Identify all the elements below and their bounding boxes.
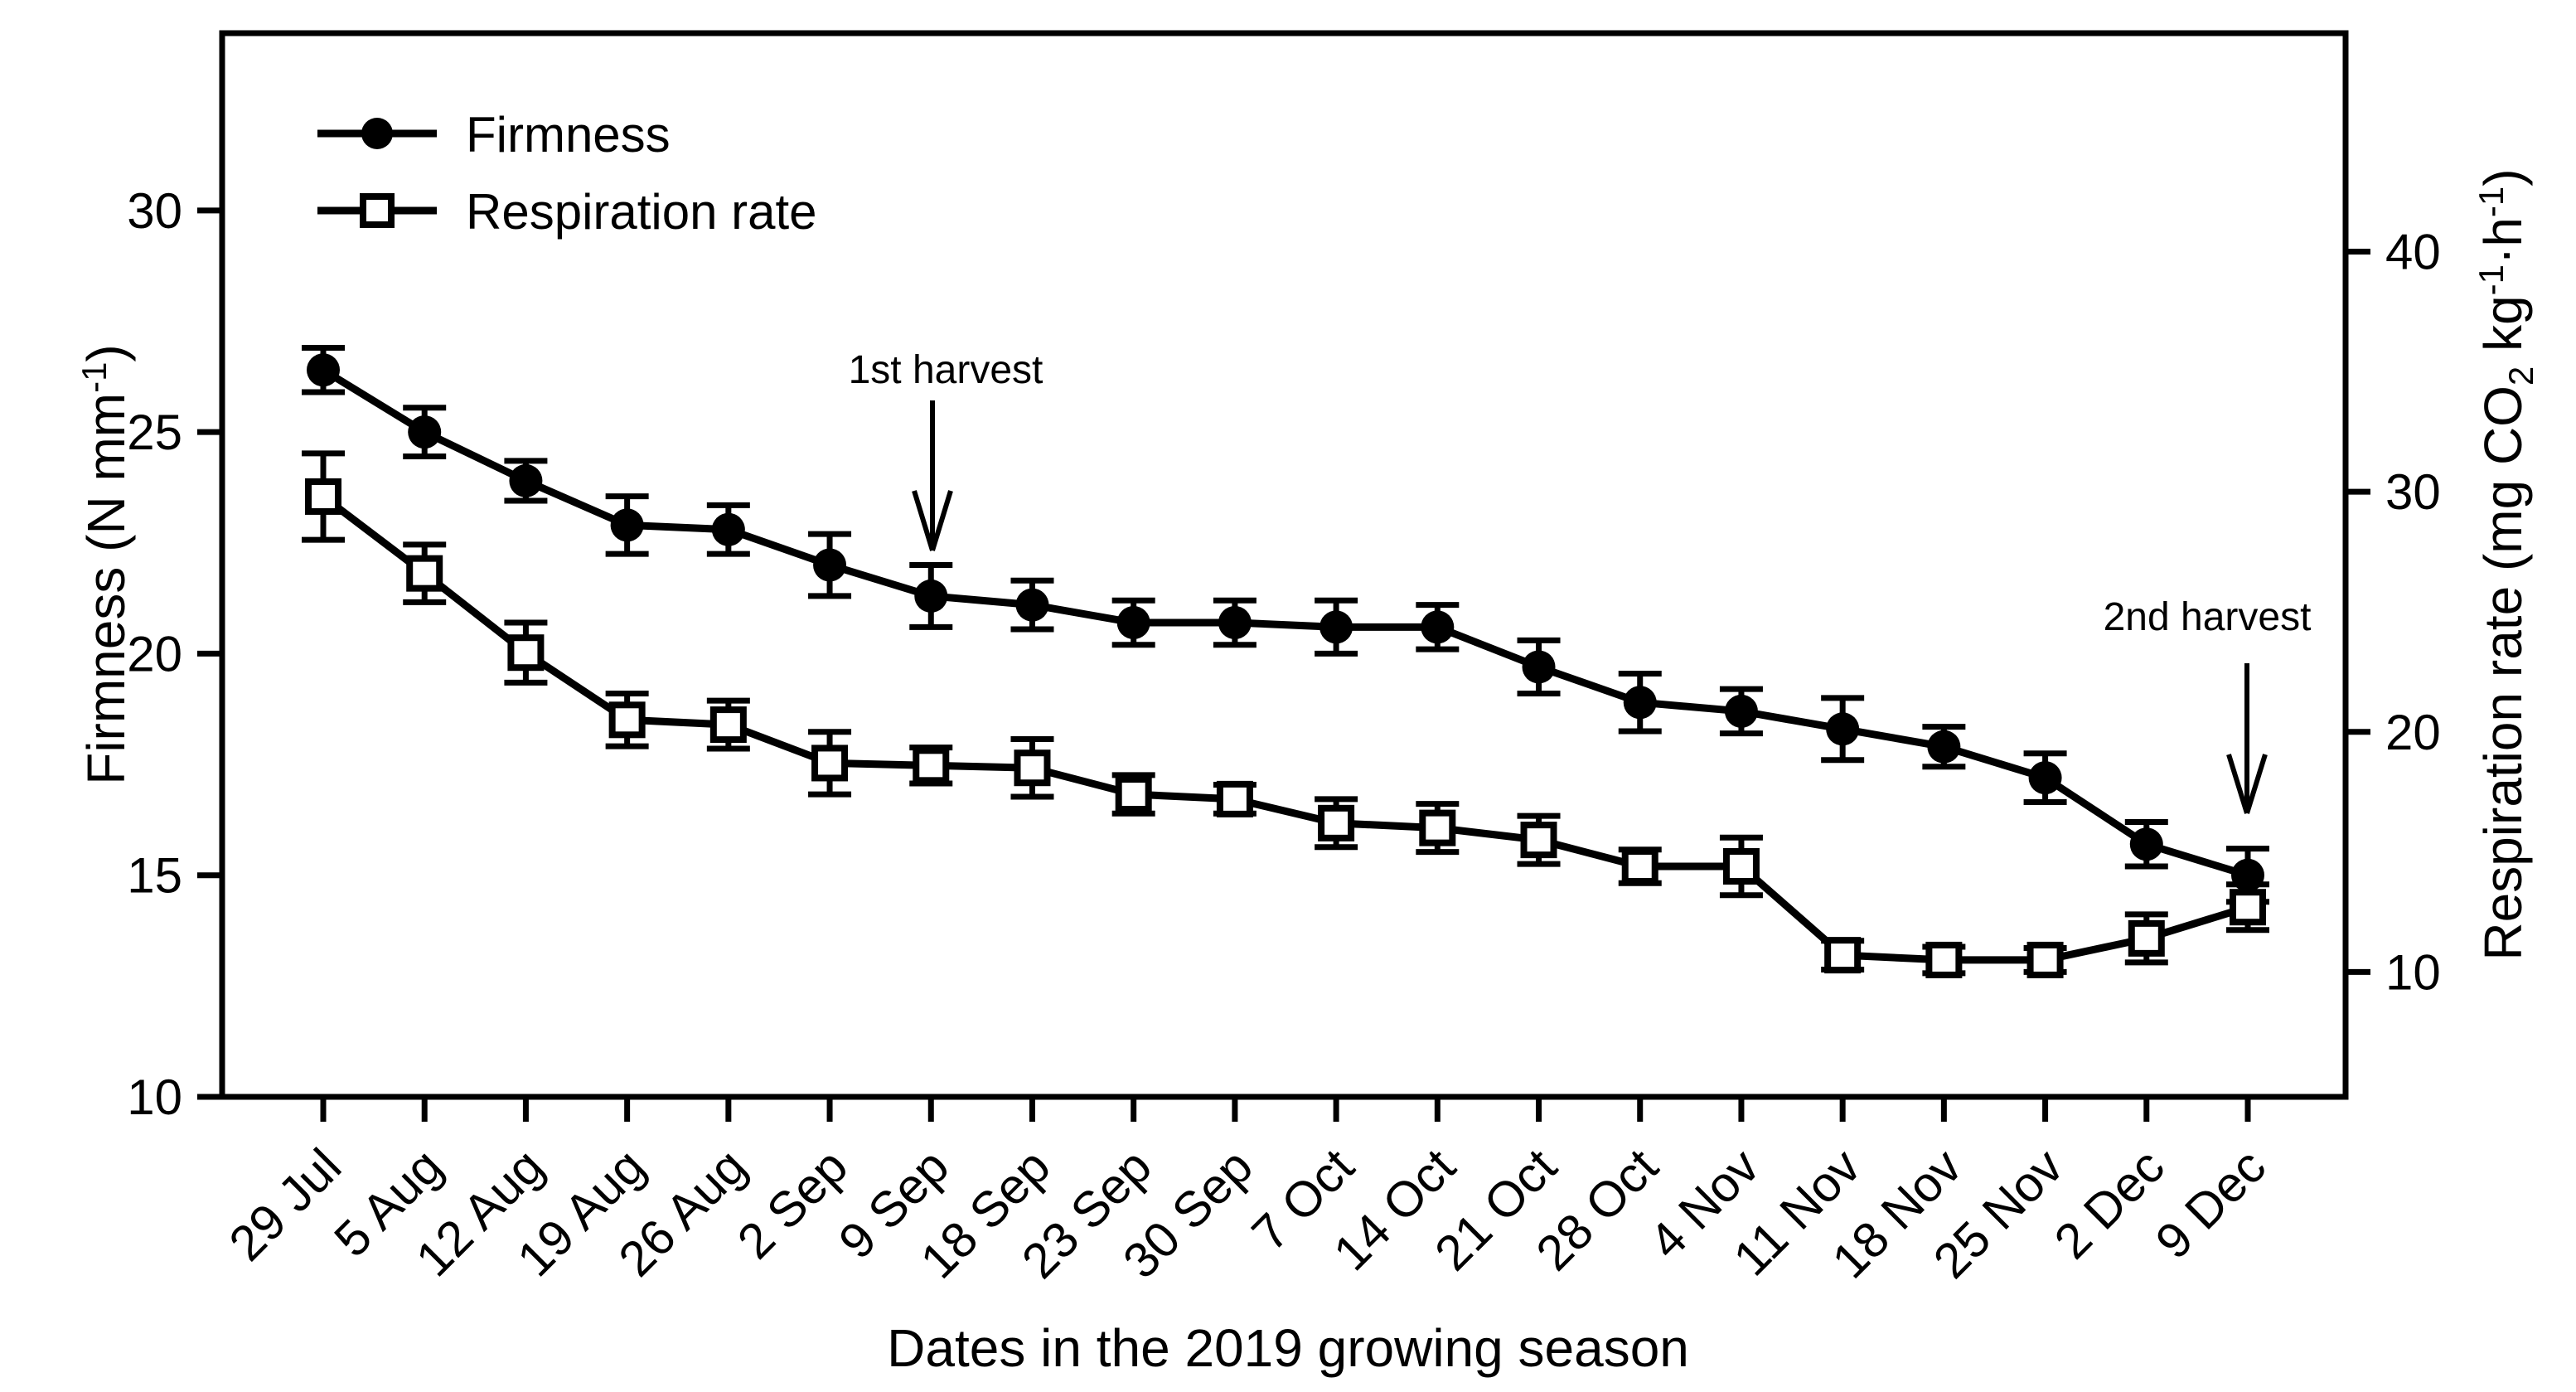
down-arrow-icon [2226, 663, 2268, 814]
data-point-circle [1623, 686, 1657, 720]
open-square-icon [360, 193, 395, 228]
x-axis-title: Dates in the 2019 growing season [887, 1318, 1689, 1378]
data-point-circle [610, 508, 644, 542]
data-point-square [1925, 941, 1963, 978]
left-tick-label: 20 [127, 626, 182, 681]
left-tick-label: 25 [127, 405, 182, 460]
data-point-square [1520, 822, 1557, 859]
data-point-circle [914, 579, 948, 613]
data-point-square [2128, 919, 2165, 957]
data-point-square [507, 634, 545, 672]
data-point-square [709, 706, 747, 744]
legend-item-firmness: Firmness [317, 107, 671, 162]
data-point-square [1419, 809, 1456, 846]
plot-frame [219, 30, 2349, 1100]
left-tick-label: 10 [127, 1069, 182, 1125]
right-tick-label: 30 [2385, 464, 2441, 520]
x-tick-label: 29 Jul [219, 1138, 352, 1272]
series-respiration-rate [302, 450, 2269, 978]
data-point-circle [307, 353, 340, 387]
data-point-square [1722, 847, 1760, 885]
right-tick-label: 40 [2385, 225, 2441, 280]
data-point-circle [2129, 827, 2163, 861]
data-point-circle [408, 415, 442, 449]
data-point-circle [2028, 761, 2062, 795]
legend-item-respiration: Respiration rate [317, 184, 817, 240]
x-tick-label: 9 Dec [2145, 1138, 2276, 1269]
data-point-circle [1927, 730, 1961, 764]
data-point-circle [509, 463, 543, 497]
data-point-square [406, 555, 443, 592]
series-line [321, 366, 2249, 880]
left-tick-label: 30 [127, 183, 182, 239]
data-point-circle [1218, 605, 1252, 639]
left-axis-title: Firmness (N mm-1) [75, 344, 136, 785]
data-point-square [305, 478, 341, 515]
down-arrow-icon [912, 400, 953, 551]
data-point-circle [1724, 694, 1758, 728]
data-point-square [811, 745, 849, 782]
legend: Firmness Respiration rate [317, 107, 817, 240]
data-point-circle [711, 512, 745, 546]
data-point-square [1014, 749, 1051, 787]
data-point-square [2026, 941, 2064, 978]
data-point-circle [1319, 610, 1353, 644]
data-point-circle [1015, 588, 1049, 622]
data-point-square [1824, 937, 1862, 974]
data-point-square [2230, 889, 2266, 926]
right-tick-label: 20 [2385, 705, 2441, 760]
annotation-2nd-harvest: 2nd harvest [2104, 595, 2312, 814]
annotation-label: 2nd harvest [2104, 595, 2312, 639]
annotation-label: 1st harvest [849, 348, 1043, 392]
data-point-square [608, 701, 646, 739]
data-point-square [913, 747, 950, 784]
right-axis-ticks: 10 20 30 40 [2346, 225, 2441, 1000]
legend-label: Firmness [466, 107, 671, 162]
x-tick-label: 2 Dec [2044, 1138, 2175, 1269]
legend-label: Respiration rate [466, 184, 817, 240]
data-point-square [1318, 804, 1355, 842]
data-point-circle [1826, 712, 1860, 746]
data-point-circle [1522, 650, 1556, 684]
right-tick-label: 10 [2385, 944, 2441, 1000]
x-tick-label: 2 Sep [727, 1138, 858, 1269]
data-point-square [1621, 847, 1658, 885]
data-point-circle [1116, 605, 1150, 639]
right-axis-title: Respiration rate (mg CO2 kg-1·h-1) [2472, 168, 2540, 960]
left-tick-label: 15 [127, 848, 182, 904]
filled-circle-icon [361, 118, 393, 149]
data-point-circle [1421, 610, 1455, 644]
left-axis-ticks: 10 15 20 25 30 [127, 183, 222, 1125]
data-series [302, 345, 2269, 978]
data-point-circle [813, 548, 847, 582]
data-point-square [1115, 776, 1152, 813]
data-point-square [1216, 780, 1253, 817]
annotation-1st-harvest: 1st harvest [849, 348, 1043, 551]
series-firmness [302, 345, 2269, 905]
